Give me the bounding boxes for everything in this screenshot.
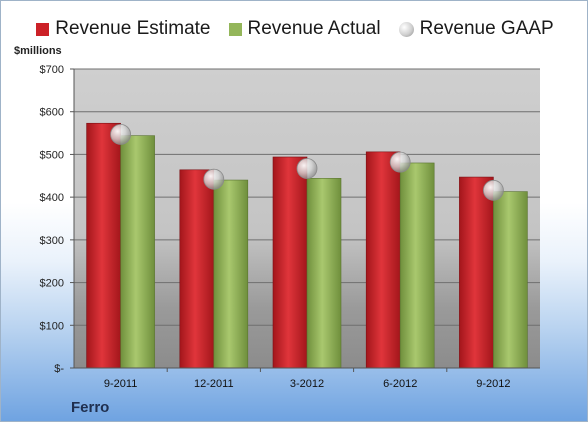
x-tick-label: 12-2011 [194, 378, 234, 390]
bar-revenue-estimate [86, 122, 121, 369]
legend-item-gaap: Revenue GAAP [398, 18, 554, 40]
bar-revenue-actual [493, 191, 528, 369]
legend-swatch-actual [228, 22, 242, 36]
bar-revenue-actual [213, 179, 249, 369]
company-label: Ferro [71, 399, 110, 416]
y-tick-label: $200 [40, 278, 64, 290]
x-tick-label: 9-2012 [476, 378, 510, 390]
x-axis-ticks: 9-2011 12-2011 3-2012 6-2012 9-2012 [104, 368, 511, 390]
x-tick-label: 9-2011 [104, 378, 137, 390]
y-tick-label: $- [54, 363, 64, 375]
legend-swatch-estimate [36, 22, 50, 36]
legend-label-actual: Revenue Actual [247, 18, 381, 39]
y-tick-label: $500 [40, 149, 64, 161]
bar-revenue-estimate [179, 169, 215, 369]
legend-label-estimate: Revenue Estimate [55, 18, 211, 39]
legend-label-gaap: Revenue GAAP [419, 18, 554, 39]
marker-revenue-gaap [389, 151, 411, 173]
x-tick-label: 3-2012 [290, 378, 324, 390]
x-tick-label: 6-2012 [383, 378, 417, 390]
bars [86, 122, 528, 369]
bar-revenue-estimate [459, 176, 494, 369]
y-axis-unit-label: $millions [14, 45, 62, 57]
legend: Revenue Estimate Revenue Actual Revenue … [1, 15, 588, 43]
y-tick-label: $700 [40, 64, 64, 76]
y-tick-label: $300 [40, 235, 64, 247]
legend-item-actual: Revenue Actual [228, 18, 381, 40]
y-axis-ticks: $- $100 $200 $300 $400 $500 $600 $700 [40, 64, 540, 375]
marker-revenue-gaap [482, 179, 504, 201]
y-tick-label: $600 [40, 107, 64, 119]
legend-item-estimate: Revenue Estimate [36, 18, 211, 40]
gaap-markers [110, 123, 504, 201]
bar-revenue-estimate [365, 151, 401, 369]
bar-revenue-estimate [272, 156, 308, 369]
marker-revenue-gaap [296, 158, 318, 179]
bar-revenue-actual [399, 162, 435, 369]
marker-revenue-gaap [203, 168, 225, 190]
bar-revenue-actual [306, 178, 342, 369]
y-tick-label: $400 [40, 192, 64, 204]
y-tick-label: $100 [40, 320, 64, 332]
bar-revenue-actual [120, 135, 155, 369]
legend-swatch-gaap [398, 21, 414, 37]
marker-revenue-gaap [110, 123, 131, 145]
